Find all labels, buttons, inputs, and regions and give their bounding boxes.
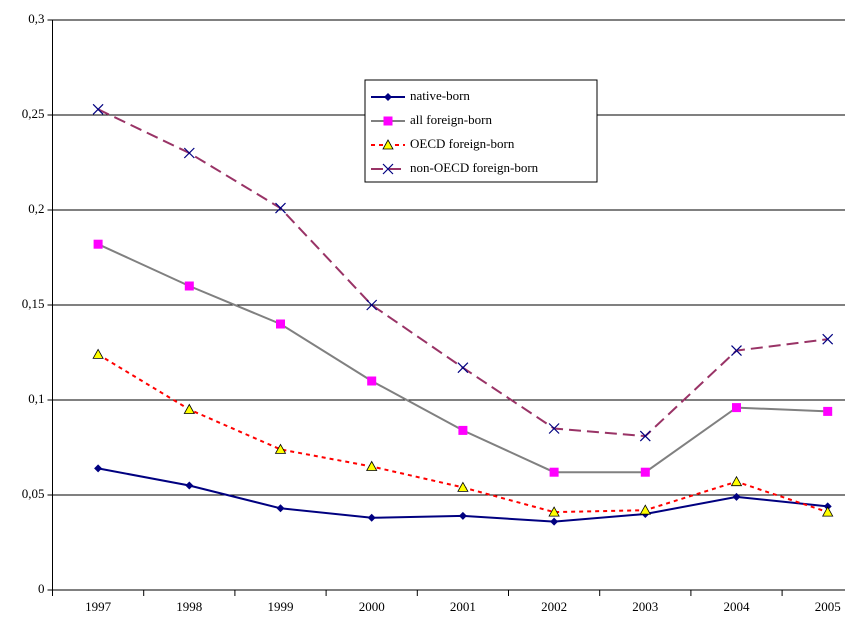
y-tick-label: 0,25: [22, 106, 45, 121]
marker: [822, 506, 834, 517]
marker: [639, 430, 651, 442]
marker: [548, 423, 560, 434]
x-tick-label: 1999: [268, 599, 294, 614]
marker: [185, 481, 194, 490]
marker: [92, 103, 104, 115]
legend-label: non-OECD foreign-born: [410, 160, 539, 175]
legend-marker: [382, 163, 394, 175]
marker: [366, 460, 378, 471]
x-tick-label: 2005: [815, 599, 841, 614]
y-tick-label: 0,2: [28, 201, 44, 216]
y-tick-label: 0: [38, 581, 45, 596]
legend-label: all foreign-born: [410, 112, 492, 127]
legend-marker: [384, 93, 392, 101]
marker: [184, 281, 194, 291]
marker: [458, 511, 467, 520]
marker: [276, 504, 285, 513]
y-tick-label: 0,3: [28, 11, 44, 26]
marker: [458, 425, 468, 435]
y-tick-label: 0,15: [22, 296, 45, 311]
legend-marker: [382, 139, 394, 150]
x-tick-label: 2000: [359, 599, 385, 614]
y-tick-label: 0,1: [28, 391, 44, 406]
marker: [548, 506, 560, 517]
marker: [640, 467, 650, 477]
marker: [274, 443, 287, 454]
x-tick-label: 2003: [632, 599, 658, 614]
marker: [92, 348, 104, 359]
marker: [94, 464, 103, 473]
x-tick-label: 2002: [541, 599, 567, 614]
series-line: [97, 243, 828, 474]
legend-label: OECD foreign-born: [410, 136, 515, 151]
marker: [731, 345, 742, 357]
legend: native-born all foreign-born OECD foreign-…: [364, 79, 598, 183]
marker: [367, 376, 377, 386]
marker: [549, 467, 559, 477]
marker: [183, 403, 195, 414]
x-tick-label: 2001: [450, 599, 476, 614]
marker: [822, 333, 834, 345]
legend-label: native-born: [410, 88, 470, 103]
marker: [732, 492, 741, 501]
marker: [366, 299, 378, 311]
x-tick-label: 1997: [85, 599, 112, 614]
marker: [457, 362, 469, 374]
marker: [550, 517, 559, 526]
marker: [93, 239, 103, 249]
marker: [276, 319, 285, 329]
marker: [730, 475, 743, 487]
marker: [457, 481, 469, 492]
marker: [639, 504, 651, 515]
y-tick-label: 0,05: [22, 486, 45, 501]
legend-marker: [383, 116, 393, 126]
marker: [732, 403, 741, 413]
x-tick-label: 1998: [176, 599, 202, 614]
marker: [367, 513, 376, 522]
marker: [823, 406, 833, 416]
marker: [275, 202, 286, 214]
x-tick-label: 2004: [724, 599, 751, 614]
marker: [183, 147, 195, 159]
